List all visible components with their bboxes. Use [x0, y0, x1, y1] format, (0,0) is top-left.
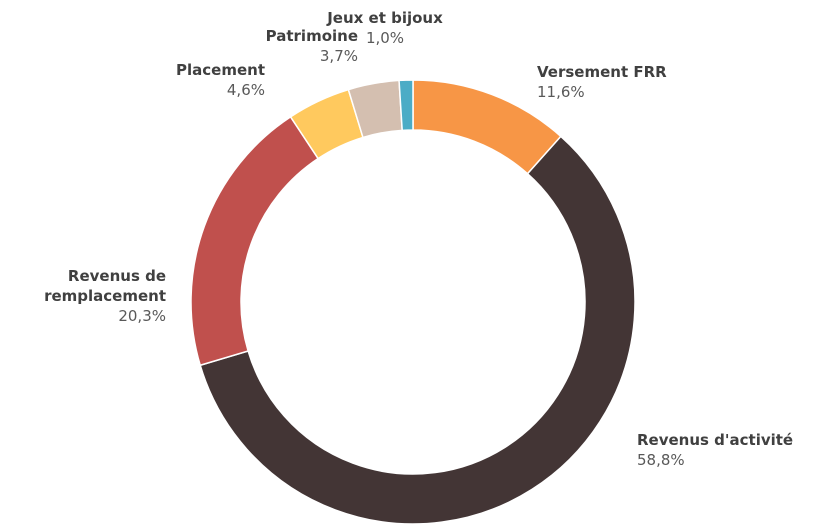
value-label: 11,6% — [537, 83, 585, 101]
category-name: Placement — [176, 61, 265, 79]
slice-label: Patrimoine 3,7% — [158, 26, 358, 66]
slice-label: Revenus de remplacement 20,3% — [0, 266, 166, 326]
value-label: 4,6% — [226, 81, 265, 99]
value-label: 3,7% — [319, 47, 358, 65]
category-name: Patrimoine — [265, 27, 358, 45]
value-label: 58,8% — [637, 451, 685, 469]
value-label: 20,3% — [118, 307, 166, 325]
category-name: Revenus de remplacement — [44, 267, 166, 305]
slice-label: Jeux et bijoux 1,0% — [320, 8, 450, 48]
slice-label: Versement FRR 11,6% — [537, 62, 737, 102]
category-name: Versement FRR — [537, 63, 667, 81]
slice-label: Revenus d'activité 58,8% — [637, 430, 825, 470]
value-label: 1,0% — [365, 29, 405, 47]
category-name: Jeux et bijoux — [327, 9, 443, 27]
category-name: Revenus d'activité — [637, 431, 794, 449]
slice — [190, 115, 320, 367]
slice-label: Placement 4,6% — [65, 60, 265, 100]
slice — [398, 79, 414, 132]
slice — [199, 135, 636, 525]
